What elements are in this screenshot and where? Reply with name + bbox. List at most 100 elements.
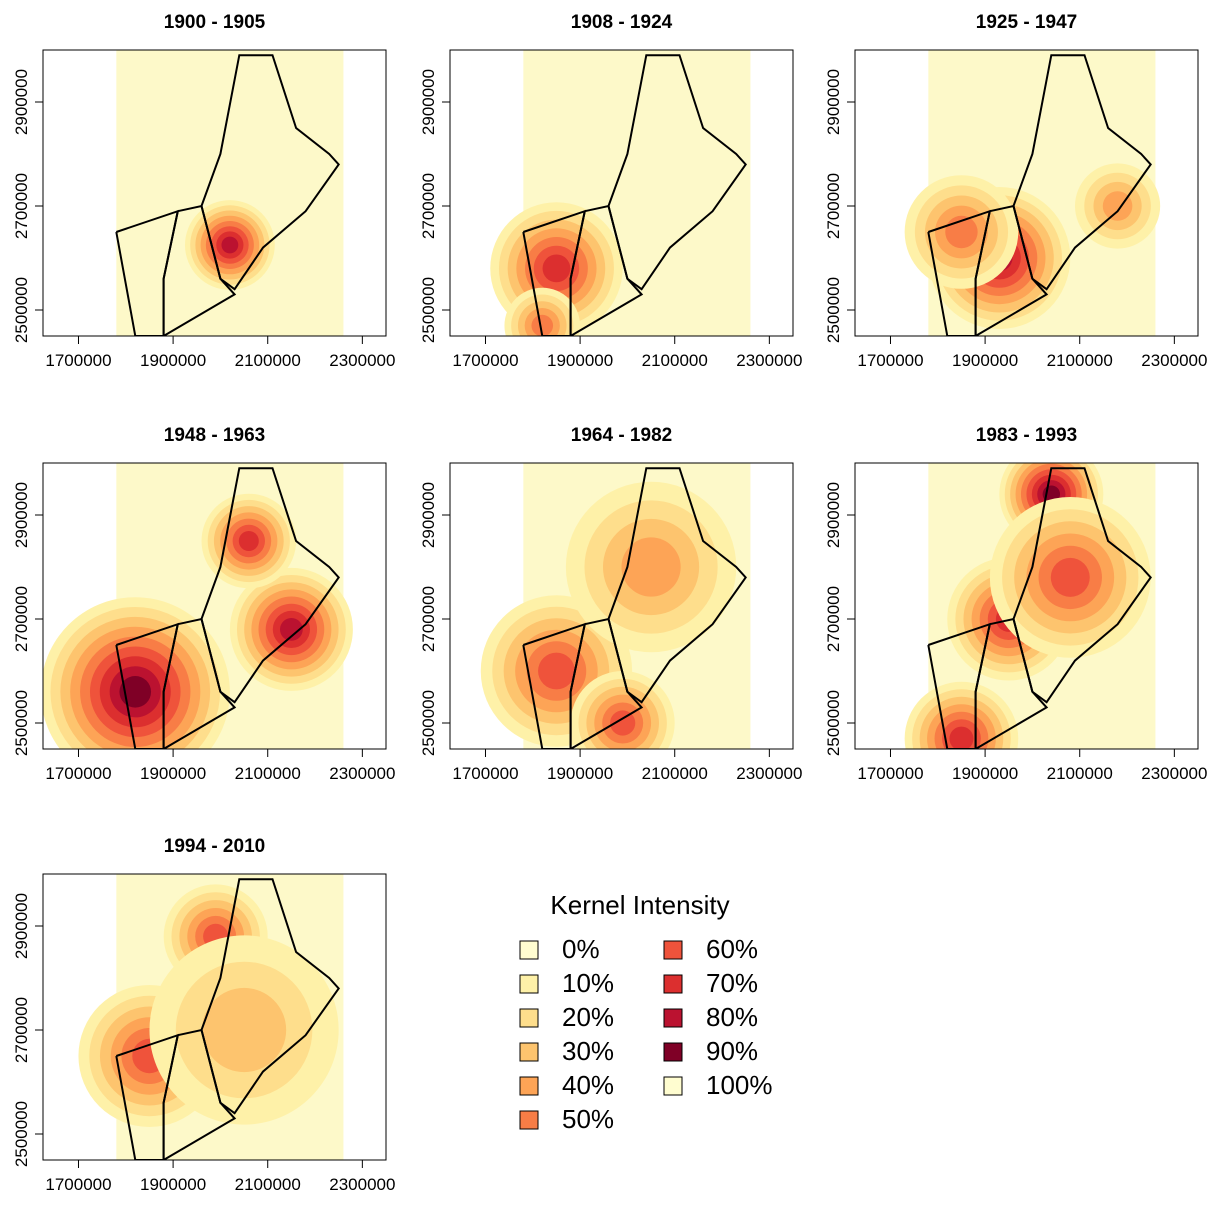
kernel-layer <box>43 467 353 749</box>
kernel-ring <box>621 537 681 597</box>
y-tick-label: 2500000 <box>419 277 438 343</box>
panel-title: 1994 - 2010 <box>164 836 265 857</box>
x-tick-label: 1900000 <box>140 764 206 783</box>
kernel-ring <box>1102 191 1133 221</box>
legend-label: 60% <box>706 934 758 964</box>
x-tick-label: 2100000 <box>1047 764 1113 783</box>
map-panel: 1964 - 1982 1700000 1900000 2100000 2300000 2… <box>419 425 802 783</box>
study-area-background <box>116 50 344 336</box>
panel-title: 1983 - 1993 <box>976 425 1077 446</box>
plot-frame <box>42 873 387 1161</box>
x-tick-label: 1700000 <box>452 351 518 370</box>
y-tick-label: 2700000 <box>824 586 843 652</box>
y-tick-label: 2700000 <box>824 173 843 239</box>
legend-swatch <box>663 1042 683 1062</box>
state-boundary <box>200 878 340 1115</box>
kernel-layer <box>480 467 747 749</box>
state-boundary <box>1012 467 1152 704</box>
x-tick-label: 2100000 <box>235 351 301 370</box>
legend-label: 100% <box>706 1070 773 1100</box>
x-tick-label: 2300000 <box>1141 351 1207 370</box>
map-panel: 1900 - 1905 1700000 1900000 2100000 2300000 2… <box>12 12 395 370</box>
map-panel: 1908 - 1924 1700000 1900000 2100000 2300000 2… <box>419 12 802 370</box>
legend-swatch <box>663 1076 683 1096</box>
y-tick-label: 2500000 <box>12 690 31 756</box>
kernel-layer <box>115 54 340 336</box>
panel-title: 1948 - 1963 <box>164 425 265 446</box>
x-tick-label: 1700000 <box>45 351 111 370</box>
kernel-ring <box>1050 557 1090 597</box>
kernel-layer <box>904 463 1152 749</box>
legend-swatch <box>663 1008 683 1028</box>
map-panel: 1983 - 1993 1700000 1900000 2100000 2300000 2… <box>824 425 1207 783</box>
y-tick-label: 2700000 <box>12 173 31 239</box>
legend-swatch <box>519 1076 539 1096</box>
plot-frame <box>42 49 387 337</box>
plot-frame <box>449 462 794 750</box>
kernel-ring <box>238 531 259 551</box>
plot-frame <box>42 462 387 750</box>
legend-swatch <box>519 1110 539 1130</box>
x-tick-label: 2300000 <box>329 1175 395 1194</box>
x-tick-label: 1700000 <box>857 351 923 370</box>
x-tick-label: 2300000 <box>329 764 395 783</box>
y-tick-label: 2900000 <box>824 69 843 135</box>
y-tick-label: 2900000 <box>12 69 31 135</box>
panel-title: 1908 - 1924 <box>571 12 673 33</box>
legend-title: Kernel Intensity <box>550 890 729 920</box>
legend-swatch <box>519 1042 539 1062</box>
legend-label: 0% <box>562 934 600 964</box>
kernel-ring <box>221 236 239 254</box>
legend-swatch <box>663 974 683 994</box>
kernel-ring <box>119 676 152 708</box>
y-tick-label: 2500000 <box>824 690 843 756</box>
plot-frame <box>449 49 794 337</box>
plot-frame <box>854 462 1199 750</box>
x-tick-label: 1700000 <box>45 764 111 783</box>
y-tick-label: 2900000 <box>12 482 31 548</box>
legend-swatch <box>519 1008 539 1028</box>
panel-title: 1964 - 1982 <box>571 425 672 446</box>
y-tick-label: 2500000 <box>12 277 31 343</box>
legend-label: 40% <box>562 1070 614 1100</box>
x-tick-label: 1700000 <box>45 1175 111 1194</box>
x-tick-label: 2100000 <box>235 1175 301 1194</box>
x-tick-label: 2100000 <box>1047 351 1113 370</box>
legend-swatch <box>519 974 539 994</box>
x-tick-label: 1900000 <box>140 1175 206 1194</box>
x-tick-label: 2100000 <box>642 351 708 370</box>
y-tick-label: 2900000 <box>419 69 438 135</box>
panel-title: 1900 - 1905 <box>164 12 266 33</box>
kernel-ring <box>538 652 575 690</box>
x-tick-label: 1900000 <box>547 351 613 370</box>
legend-label: 10% <box>562 968 614 998</box>
state-boundary <box>607 467 747 704</box>
x-tick-label: 1900000 <box>952 764 1018 783</box>
map-panel: 1948 - 1963 1700000 1900000 2100000 2300000 2… <box>12 425 395 783</box>
y-tick-label: 2900000 <box>419 482 438 548</box>
x-tick-label: 1700000 <box>857 764 923 783</box>
kernel-layer <box>904 54 1161 336</box>
kernel-ring <box>279 618 303 641</box>
legend-swatch <box>519 940 539 960</box>
legend-swatch <box>663 940 683 960</box>
x-tick-label: 1900000 <box>547 764 613 783</box>
legend-label: 70% <box>706 968 758 998</box>
y-tick-label: 2700000 <box>12 586 31 652</box>
legend-label: 90% <box>706 1036 758 1066</box>
legend-label: 80% <box>706 1002 758 1032</box>
x-tick-label: 2100000 <box>642 764 708 783</box>
legend-label: 30% <box>562 1036 614 1066</box>
panel-title: 1925 - 1947 <box>976 12 1077 33</box>
map-panel: 1994 - 2010 1700000 1900000 2100000 2300000 2… <box>12 836 395 1194</box>
y-tick-label: 2500000 <box>12 1101 31 1167</box>
state-boundary <box>200 467 340 704</box>
y-tick-label: 2900000 <box>12 893 31 959</box>
x-tick-label: 2300000 <box>736 351 802 370</box>
x-tick-label: 2300000 <box>1141 764 1207 783</box>
legend: Kernel Intensity 0% 10% 20% 30% 40% 50% 60% 70% 8… <box>519 890 773 1134</box>
kernel-ring <box>949 726 974 749</box>
kernel-ring <box>542 254 571 283</box>
y-tick-label: 2500000 <box>824 277 843 343</box>
